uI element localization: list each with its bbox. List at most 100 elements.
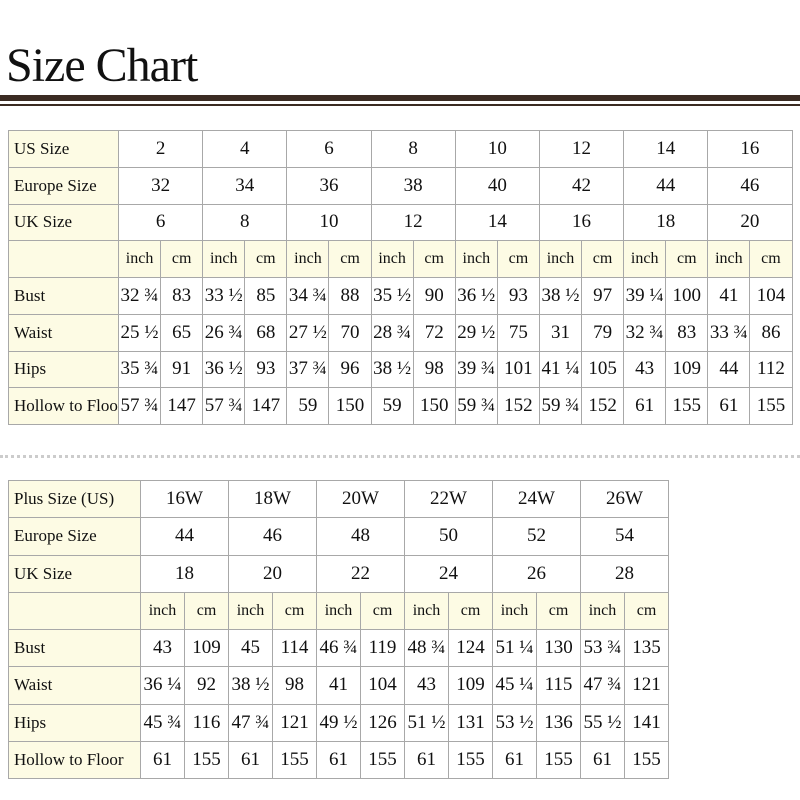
- measure-cell: 41 ¼: [538, 350, 583, 389]
- measure-cell: 61: [140, 740, 185, 780]
- measure-cell: 105: [581, 350, 625, 389]
- size-cell: 22W: [404, 479, 493, 519]
- table-row: UK Size 6 8 10 12 14 16 18 20: [8, 203, 793, 242]
- table-row: US Size 2 4 6 8 10 12 14 16: [8, 130, 793, 168]
- measure-cell: 150: [412, 387, 456, 425]
- measure-cell: 109: [448, 666, 493, 705]
- unit-cell: cm: [360, 591, 405, 631]
- unit-cell: inch: [623, 240, 667, 278]
- measure-cell: 112: [749, 350, 793, 389]
- table-row: Hips 45 ¾ 116 47 ¾ 121 49 ½ 126 51 ½ 131 53 ½ 136 5…: [8, 703, 669, 742]
- size-cell: 8: [370, 130, 456, 168]
- measure-cell: 61: [404, 740, 449, 780]
- unit-cell: cm: [448, 591, 493, 631]
- size-cell: 10: [454, 130, 540, 168]
- size-cell: 2: [117, 130, 204, 168]
- size-cell: 24W: [492, 479, 581, 519]
- size-cell: 36: [286, 166, 372, 205]
- table-row: Europe Size 44 46 48 50 52 54: [8, 517, 669, 556]
- measure-cell: 147: [160, 387, 204, 425]
- unit-cell: inch: [370, 240, 414, 278]
- measure-cell: 155: [448, 740, 493, 780]
- measure-cell: 47 ¾: [580, 666, 625, 705]
- measure-cell: 45 ¾: [140, 703, 185, 742]
- row-label: US Size: [8, 130, 119, 168]
- unit-cell: inch: [538, 240, 583, 278]
- measure-cell: 93: [496, 277, 540, 315]
- unit-cell: inch: [117, 240, 162, 278]
- measure-cell: 155: [624, 740, 669, 780]
- unit-cell: inch: [202, 240, 246, 278]
- measure-cell: 25 ½: [117, 313, 162, 352]
- measure-cell: 79: [581, 313, 625, 352]
- row-label: UK Size: [8, 203, 119, 242]
- size-cell: 46: [707, 166, 793, 205]
- measure-cell: 90: [412, 277, 456, 315]
- row-label: Europe Size: [8, 517, 141, 556]
- measure-cell: 26 ¾: [202, 313, 246, 352]
- measure-cell: 68: [244, 313, 288, 352]
- measure-cell: 53 ¾: [580, 628, 625, 668]
- rule: [0, 104, 800, 106]
- measure-cell: 61: [707, 387, 751, 425]
- measure-cell: 38 ½: [370, 350, 414, 389]
- measure-cell: 36 ½: [454, 277, 498, 315]
- measure-cell: 59 ¾: [538, 387, 583, 425]
- measure-cell: 116: [184, 703, 229, 742]
- measure-cell: 33 ¾: [707, 313, 751, 352]
- measure-cell: 98: [272, 666, 317, 705]
- measure-cell: 61: [316, 740, 361, 780]
- size-table: US Size 2 4 6 8 10 12 14 16 Europe Size 32 34 36 38 40…: [8, 130, 793, 425]
- measure-cell: 61: [623, 387, 667, 425]
- measure-cell: 65: [160, 313, 204, 352]
- measure-cell: 53 ½: [492, 703, 537, 742]
- size-cell: 46: [228, 517, 317, 556]
- measure-cell: 41: [316, 666, 361, 705]
- row-label: Hollow to Floor: [8, 740, 141, 780]
- size-cell: 6: [286, 130, 372, 168]
- row-label: Hollow to Floor: [8, 387, 119, 425]
- size-cell: 34: [202, 166, 288, 205]
- measure-cell: 43: [404, 666, 449, 705]
- measure-cell: 155: [360, 740, 405, 780]
- measure-cell: 130: [536, 628, 581, 668]
- measure-cell: 101: [496, 350, 540, 389]
- measure-cell: 97: [581, 277, 625, 315]
- measure-cell: 55 ½: [580, 703, 625, 742]
- size-cell: 4: [202, 130, 288, 168]
- table-row: Hollow to Floor 57 ¾ 147 57 ¾ 147 59 150 59 150 5…: [8, 387, 793, 425]
- measure-cell: 45: [228, 628, 273, 668]
- measure-cell: 98: [412, 350, 456, 389]
- measure-cell: 61: [580, 740, 625, 780]
- table-row: UK Size 18 20 22 24 26 28: [8, 554, 669, 593]
- unit-cell: cm: [328, 240, 372, 278]
- unit-cell: inch: [286, 240, 330, 278]
- measure-cell: 33 ½: [202, 277, 246, 315]
- table-row: inch cm inch cm inch cm inch cm inch cm inch cm: [8, 591, 669, 631]
- size-cell: 40: [454, 166, 540, 205]
- unit-cell: inch: [228, 591, 273, 631]
- row-label: Europe Size: [8, 166, 119, 205]
- size-cell: 32: [117, 166, 204, 205]
- measure-cell: 86: [749, 313, 793, 352]
- size-cell: 26: [492, 554, 581, 593]
- unit-cell: cm: [749, 240, 793, 278]
- unit-cell: cm: [272, 591, 317, 631]
- measure-cell: 32 ¾: [623, 313, 667, 352]
- measure-cell: 32 ¾: [117, 277, 162, 315]
- unit-cell: cm: [581, 240, 625, 278]
- unit-cell: cm: [244, 240, 288, 278]
- size-cell: 14: [623, 130, 709, 168]
- unit-cell: cm: [160, 240, 204, 278]
- row-label: Waist: [8, 666, 141, 705]
- measure-cell: 152: [581, 387, 625, 425]
- row-label: Bust: [8, 628, 141, 668]
- measure-cell: 83: [160, 277, 204, 315]
- measure-cell: 57 ¾: [202, 387, 246, 425]
- measure-cell: 109: [184, 628, 229, 668]
- measure-cell: 36 ½: [202, 350, 246, 389]
- measure-cell: 147: [244, 387, 288, 425]
- size-cell: 22: [316, 554, 405, 593]
- unit-cell: inch: [316, 591, 361, 631]
